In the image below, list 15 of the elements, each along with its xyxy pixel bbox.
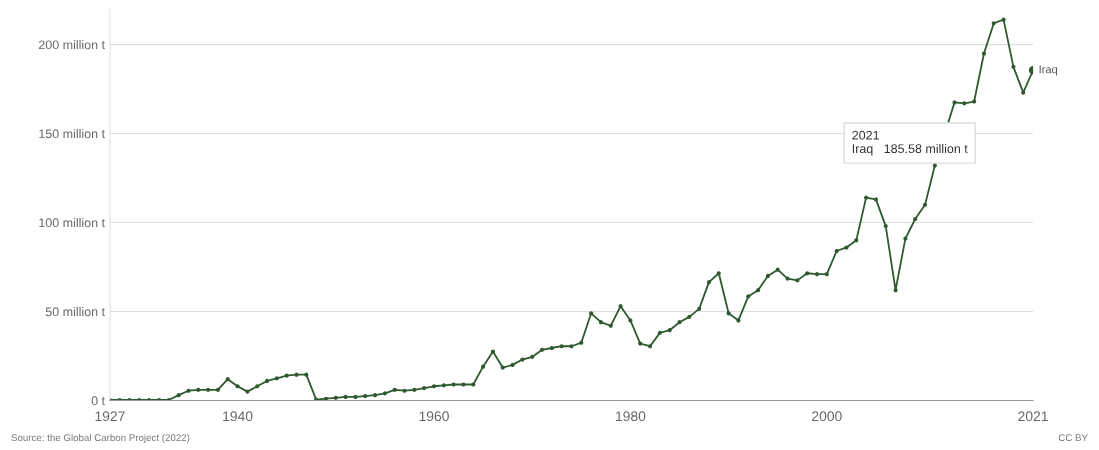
x-tick-label: 1940 [223,411,253,422]
x-tick-label: 1960 [419,411,449,422]
annotation: 2021 Iraq 185.58 million t [852,130,968,156]
x-tick-label: 1927 [95,411,125,422]
x-tick-label: 1980 [616,411,646,422]
y-tick-label: 200 million t [38,40,105,50]
series-label: Iraq [1039,65,1058,76]
y-tick-label: 50 million t [45,306,105,317]
y-tick-label: 150 million t [39,129,105,139]
source-note: Source: the Global Carbon Project (2022) [11,433,190,444]
x-tick-label: 2000 [812,411,842,422]
y-tick-label: 0 t [91,396,105,406]
y-tick-label: 100 million t [39,218,105,228]
text: CC BY [1058,434,1088,442]
x-tick-label: 2021 [1018,411,1048,422]
